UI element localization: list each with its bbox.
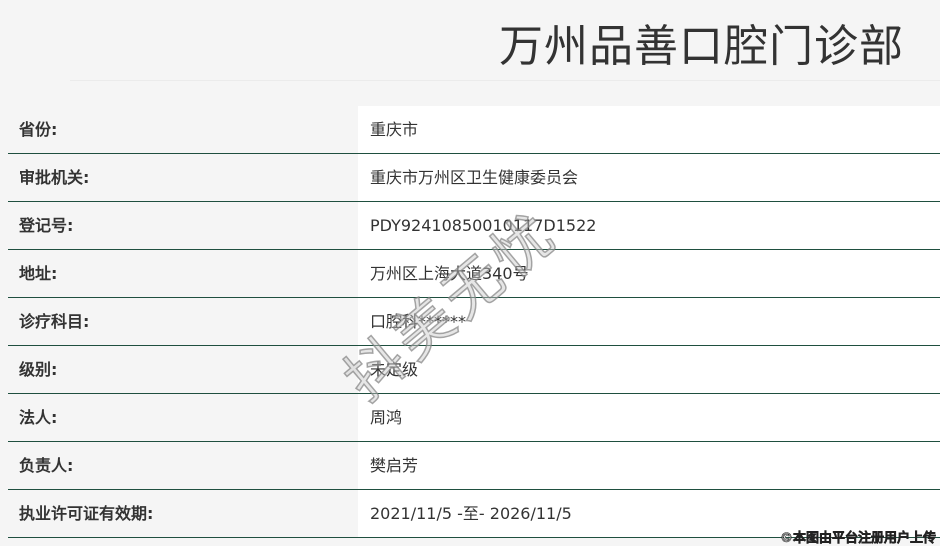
row-label: 诊疗科目: (19, 312, 90, 331)
table-row: 省份: 重庆市 (8, 106, 940, 154)
row-value: 周鸿 (358, 394, 940, 441)
row-value: 未定级 (358, 346, 940, 393)
row-value: 重庆市万州区卫生健康委员会 (358, 154, 940, 201)
table-row: 负责人: 樊启芳 (8, 442, 940, 490)
upload-credit: ©本图由平台注册用户上传 (779, 531, 937, 546)
page-title: 万州品善口腔门诊部 (499, 21, 904, 72)
row-value: 口腔科****** (358, 298, 940, 345)
table-row: 法人: 周鸿 (8, 394, 940, 442)
table-row: 诊疗科目: 口腔科****** (8, 298, 940, 346)
table-row: 地址: 万州区上海大道340号 (8, 250, 940, 298)
row-value: 重庆市 (358, 106, 940, 153)
row-value: PDY92410850010117D1522 (358, 202, 940, 249)
row-label: 法人: (19, 408, 58, 427)
row-label: 级别: (19, 360, 58, 379)
row-label: 负责人: (19, 456, 74, 475)
divider (70, 80, 940, 81)
table-row: 审批机关: 重庆市万州区卫生健康委员会 (8, 154, 940, 202)
row-label: 审批机关: (19, 168, 90, 187)
row-value: 2021/11/5 -至- 2026/11/5 (358, 490, 940, 537)
row-label: 省份: (19, 120, 58, 139)
row-label: 执业许可证有效期: (19, 504, 154, 523)
row-value: 万州区上海大道340号 (358, 250, 940, 297)
row-label: 地址: (19, 264, 58, 283)
row-label: 登记号: (19, 216, 74, 235)
table-row: 登记号: PDY92410850010117D1522 (8, 202, 940, 250)
table-row: 执业许可证有效期: 2021/11/5 -至- 2026/11/5 (8, 490, 940, 538)
table-row: 级别: 未定级 (8, 346, 940, 394)
row-value: 樊启芳 (358, 442, 940, 489)
info-table: 省份: 重庆市审批机关: 重庆市万州区卫生健康委员会登记号: PDY924108500… (8, 106, 940, 538)
